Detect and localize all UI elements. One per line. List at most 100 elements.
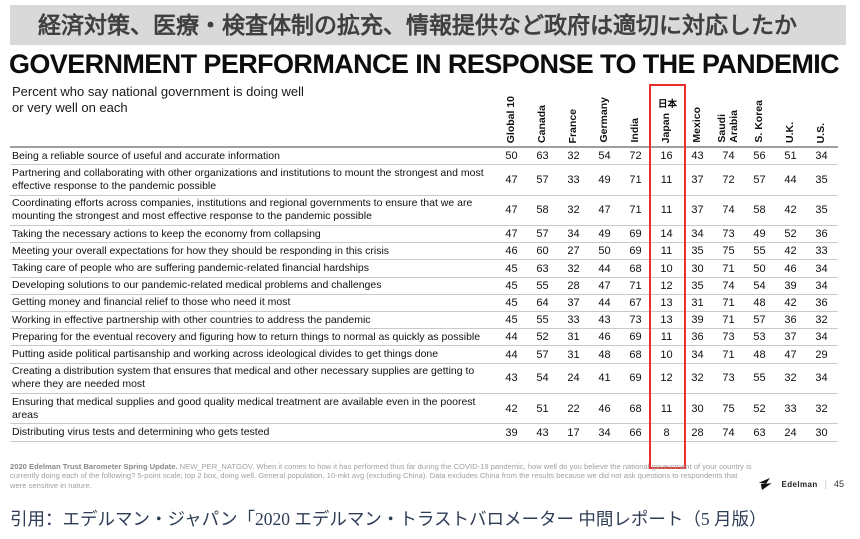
value-cell: 53 bbox=[753, 331, 766, 344]
column-header-label: Japan bbox=[660, 112, 672, 143]
subtitle: Percent who say national government is d… bbox=[12, 84, 304, 116]
footnote-text: NEW_PER_NATGOV. When it comes to how it … bbox=[10, 462, 752, 490]
value-cell: 32 bbox=[567, 150, 580, 163]
row-statement: Getting money and financial relief to th… bbox=[12, 296, 291, 309]
value-cell: 37 bbox=[784, 331, 797, 344]
value-cell: 75 bbox=[722, 402, 735, 415]
column-header-india: India bbox=[620, 118, 651, 146]
value-cell: 28 bbox=[691, 426, 704, 439]
column-header-japan: Japan bbox=[651, 113, 682, 146]
value-cell: 33 bbox=[567, 173, 580, 186]
value-cell: 10 bbox=[660, 348, 673, 361]
value-cell: 36 bbox=[815, 296, 828, 309]
value-cell: 34 bbox=[691, 348, 704, 361]
value-cell: 67 bbox=[629, 296, 642, 309]
column-header-label: U.K. bbox=[784, 122, 796, 143]
value-cell: 43 bbox=[536, 426, 549, 439]
value-cell: 49 bbox=[598, 228, 611, 241]
value-cell: 47 bbox=[505, 173, 518, 186]
value-cell: 44 bbox=[598, 296, 611, 309]
value-cell: 42 bbox=[784, 245, 797, 258]
value-cell: 44 bbox=[505, 348, 518, 361]
value-cell: 55 bbox=[753, 245, 766, 258]
value-cell: 32 bbox=[784, 372, 797, 385]
table-row: Preparing for the eventual recovery and … bbox=[10, 329, 838, 347]
value-cell: 32 bbox=[567, 204, 580, 217]
row-statement: Taking care of people who are suffering … bbox=[12, 261, 370, 274]
value-cell: 52 bbox=[536, 331, 549, 344]
value-cell: 35 bbox=[815, 204, 828, 217]
value-cell: 14 bbox=[660, 228, 673, 241]
column-header-s-korea: S. Korea bbox=[744, 100, 775, 146]
performance-table: Global 10 Canada France Germany India Japan Me… bbox=[10, 95, 838, 442]
value-cell: 41 bbox=[598, 372, 611, 385]
value-cell: 69 bbox=[629, 372, 642, 385]
edelman-logo-icon bbox=[758, 477, 774, 491]
value-cell: 52 bbox=[753, 402, 766, 415]
value-cell: 27 bbox=[567, 245, 580, 258]
value-cell: 48 bbox=[598, 348, 611, 361]
column-header-label: France bbox=[567, 108, 579, 143]
value-cell: 71 bbox=[722, 296, 735, 309]
value-cell: 10 bbox=[660, 262, 673, 275]
value-cell: 45 bbox=[505, 262, 518, 275]
value-cell: 42 bbox=[505, 402, 518, 415]
table-row: Partnering and collaborating with other … bbox=[10, 165, 838, 196]
row-statement: Taking the necessary actions to keep the… bbox=[12, 227, 321, 240]
value-cell: 39 bbox=[505, 426, 518, 439]
value-cell: 57 bbox=[753, 314, 766, 327]
value-cell: 46 bbox=[598, 402, 611, 415]
value-cell: 74 bbox=[722, 279, 735, 292]
brand-footer: Edelman | 45 bbox=[758, 477, 844, 491]
value-cell: 43 bbox=[598, 314, 611, 327]
table-row: Ensuring that medical supplies and good … bbox=[10, 394, 838, 425]
value-cell: 72 bbox=[629, 150, 642, 163]
value-cell: 34 bbox=[598, 426, 611, 439]
table-row: Meeting your overall expectations for ho… bbox=[10, 243, 838, 261]
value-cell: 11 bbox=[660, 331, 673, 344]
subtitle-line-1: Percent who say national government is d… bbox=[12, 84, 304, 99]
table-row: Getting money and financial relief to th… bbox=[10, 295, 838, 313]
column-header-u-s-: U.S. bbox=[806, 123, 837, 146]
column-header-mexico: Mexico bbox=[682, 107, 713, 146]
row-statement: Developing solutions to our pandemic-rel… bbox=[12, 279, 382, 292]
value-cell: 11 bbox=[660, 204, 673, 217]
value-cell: 11 bbox=[660, 402, 673, 415]
value-cell: 71 bbox=[722, 348, 735, 361]
value-cell: 48 bbox=[753, 296, 766, 309]
value-cell: 42 bbox=[784, 204, 797, 217]
value-cell: 35 bbox=[691, 279, 704, 292]
row-statement: Preparing for the eventual recovery and … bbox=[12, 330, 481, 343]
value-cell: 57 bbox=[536, 173, 549, 186]
value-cell: 71 bbox=[629, 173, 642, 186]
table-row: Putting aside political partisanship and… bbox=[10, 346, 838, 364]
brand-name: Edelman bbox=[781, 479, 818, 489]
value-cell: 30 bbox=[691, 262, 704, 275]
value-cell: 37 bbox=[567, 296, 580, 309]
value-cell: 63 bbox=[536, 262, 549, 275]
value-cell: 45 bbox=[505, 296, 518, 309]
value-cell: 50 bbox=[598, 245, 611, 258]
value-cell: 74 bbox=[722, 204, 735, 217]
column-header-label: Germany bbox=[598, 97, 610, 143]
value-cell: 44 bbox=[505, 331, 518, 344]
value-cell: 34 bbox=[815, 372, 828, 385]
value-cell: 37 bbox=[691, 204, 704, 217]
value-cell: 46 bbox=[784, 262, 797, 275]
value-cell: 16 bbox=[660, 150, 673, 163]
value-cell: 74 bbox=[722, 426, 735, 439]
value-cell: 31 bbox=[567, 348, 580, 361]
column-header-global-10: Global 10 bbox=[496, 96, 527, 146]
column-header-canada: Canada bbox=[527, 105, 558, 146]
value-cell: 11 bbox=[660, 173, 673, 186]
value-cell: 30 bbox=[691, 402, 704, 415]
japan-label-jp: 日本 bbox=[657, 99, 677, 110]
value-cell: 71 bbox=[629, 204, 642, 217]
value-cell: 60 bbox=[536, 245, 549, 258]
value-cell: 47 bbox=[505, 228, 518, 241]
value-cell: 55 bbox=[536, 279, 549, 292]
value-cell: 50 bbox=[505, 150, 518, 163]
value-cell: 66 bbox=[629, 426, 642, 439]
value-cell: 34 bbox=[815, 262, 828, 275]
